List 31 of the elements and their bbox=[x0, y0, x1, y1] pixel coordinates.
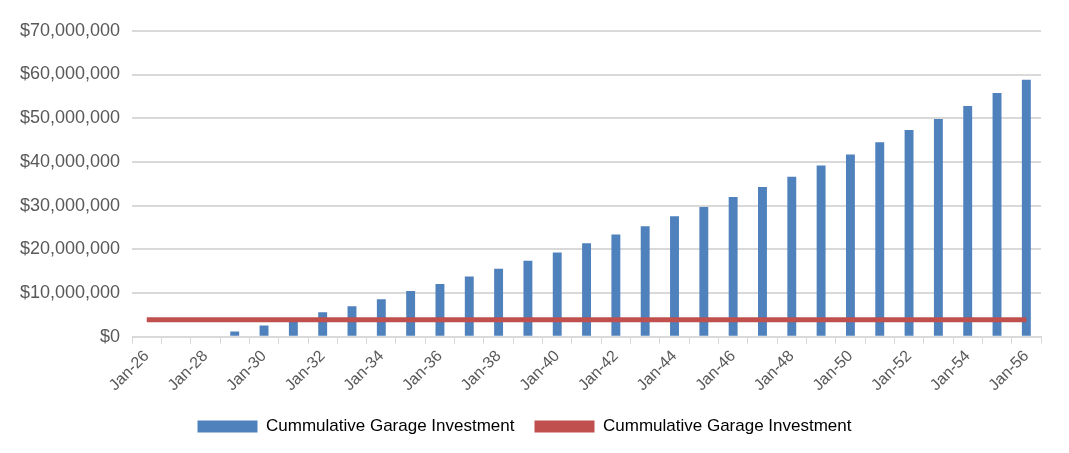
bar bbox=[728, 196, 738, 336]
legend-label: Cummulative Garage Investment bbox=[266, 416, 515, 436]
y-tick-label: $60,000,000 bbox=[19, 63, 121, 84]
y-tick-label: $40,000,000 bbox=[19, 150, 121, 171]
legend-label: Cummulative Garage Investment bbox=[603, 416, 852, 436]
bar bbox=[1021, 79, 1031, 336]
y-tick-label: $30,000,000 bbox=[19, 194, 121, 215]
bar bbox=[699, 206, 709, 336]
bar bbox=[845, 154, 855, 336]
bar bbox=[758, 186, 767, 336]
y-tick-label: $20,000,000 bbox=[19, 238, 121, 259]
y-tick-label: $10,000,000 bbox=[19, 282, 121, 303]
bar bbox=[816, 165, 826, 336]
bar bbox=[904, 130, 914, 336]
bar bbox=[875, 142, 885, 336]
bar bbox=[494, 268, 504, 336]
bar bbox=[787, 176, 797, 336]
bar bbox=[933, 119, 943, 336]
bar bbox=[640, 226, 650, 336]
bar bbox=[963, 106, 973, 336]
bar bbox=[259, 325, 269, 336]
bar bbox=[230, 331, 240, 336]
y-tick-label: $70,000,000 bbox=[19, 19, 121, 40]
bar bbox=[582, 243, 592, 336]
bar bbox=[552, 252, 562, 336]
y-tick-label: $0 bbox=[100, 325, 121, 346]
bar bbox=[464, 276, 474, 336]
bar bbox=[523, 260, 533, 336]
y-tick-label: $50,000,000 bbox=[19, 107, 121, 128]
bar bbox=[611, 234, 621, 336]
bar bbox=[670, 216, 679, 336]
